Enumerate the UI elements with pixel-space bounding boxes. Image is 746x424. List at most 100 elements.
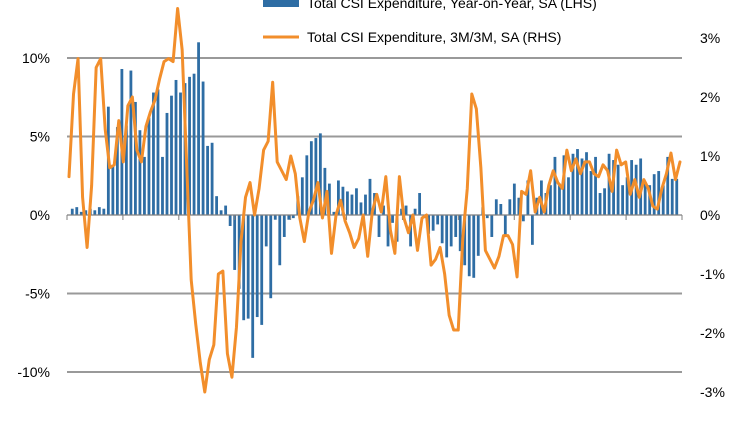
bar — [350, 194, 354, 215]
bar — [558, 183, 561, 215]
bar — [147, 117, 151, 215]
bar — [643, 182, 647, 215]
bar — [494, 199, 498, 215]
bar — [661, 185, 665, 215]
bar — [463, 215, 467, 266]
right-tick-label: -3% — [700, 384, 725, 400]
bar — [255, 215, 259, 318]
bar — [188, 76, 191, 215]
bar — [580, 158, 584, 215]
bar — [138, 130, 142, 215]
bar — [445, 215, 449, 258]
bar — [305, 155, 309, 215]
bar — [503, 215, 507, 237]
bar — [508, 199, 512, 215]
bar — [567, 177, 570, 215]
bar — [233, 215, 237, 270]
bar — [652, 174, 656, 215]
bar — [192, 73, 196, 215]
bar — [75, 207, 79, 215]
bar — [589, 171, 593, 215]
bar — [666, 156, 670, 215]
bar — [530, 215, 534, 245]
bar — [458, 215, 462, 252]
bar — [512, 183, 516, 215]
bar — [454, 215, 458, 237]
bar — [224, 205, 228, 215]
bar — [521, 215, 525, 222]
bar — [111, 164, 115, 215]
bar — [670, 178, 674, 215]
bar — [93, 210, 97, 215]
bar — [675, 178, 679, 215]
bar — [332, 211, 336, 215]
bar — [364, 194, 367, 215]
right-tick-label: 2% — [700, 89, 720, 105]
bar — [219, 210, 223, 215]
bar — [242, 215, 246, 321]
bar — [440, 215, 444, 244]
bar — [246, 215, 250, 319]
bar — [269, 215, 273, 299]
bar — [215, 196, 219, 215]
bar — [260, 215, 264, 325]
bar — [549, 185, 552, 215]
bar — [228, 215, 232, 226]
legend-label-bars: Total CSI Expenditure, Year-on-Year, SA … — [307, 0, 597, 11]
bar — [79, 211, 83, 215]
bar — [278, 215, 282, 266]
bar — [314, 138, 318, 215]
left-tick-label: -10% — [17, 364, 50, 380]
bar — [382, 205, 385, 215]
x-tick-marks — [66, 215, 683, 220]
gridlines — [67, 57, 682, 373]
bar — [603, 188, 606, 215]
bar — [436, 215, 440, 225]
bar — [404, 205, 408, 215]
bar — [161, 156, 164, 215]
bar — [359, 202, 363, 215]
bar — [526, 180, 530, 215]
bar — [594, 156, 597, 215]
left-tick-label: -5% — [25, 286, 50, 302]
bar — [210, 142, 214, 215]
bar — [291, 215, 295, 219]
bar — [174, 79, 178, 215]
bar — [70, 208, 74, 215]
line-series — [67, 7, 682, 394]
bar — [327, 183, 331, 215]
bar — [418, 193, 422, 215]
bar — [449, 215, 453, 247]
bar — [300, 177, 304, 215]
bar — [84, 210, 88, 215]
bar — [355, 188, 358, 215]
bar — [197, 42, 200, 215]
bar — [540, 180, 543, 215]
bar — [156, 89, 160, 215]
bar — [431, 215, 435, 231]
bar — [368, 178, 372, 215]
left-tick-label: 0% — [30, 207, 50, 223]
bar — [251, 215, 255, 358]
bar — [318, 133, 322, 215]
bar — [264, 215, 268, 247]
bar — [97, 207, 101, 215]
right-tick-label: 3% — [700, 30, 720, 46]
bar — [201, 81, 205, 215]
left-axis-labels: 10% 5% 0% -5% -10% — [17, 50, 50, 380]
bar — [571, 153, 575, 215]
bar — [124, 125, 128, 215]
bar — [598, 193, 602, 215]
bar — [400, 208, 403, 215]
bar — [102, 208, 106, 215]
bar — [467, 215, 471, 277]
bar — [386, 215, 390, 247]
bar — [413, 208, 417, 215]
bar — [309, 141, 313, 215]
bar — [490, 215, 494, 237]
legend-label-line: Total CSI Expenditure, 3M/3M, SA (RHS) — [307, 29, 561, 45]
bar — [625, 177, 629, 215]
bar — [165, 112, 169, 215]
